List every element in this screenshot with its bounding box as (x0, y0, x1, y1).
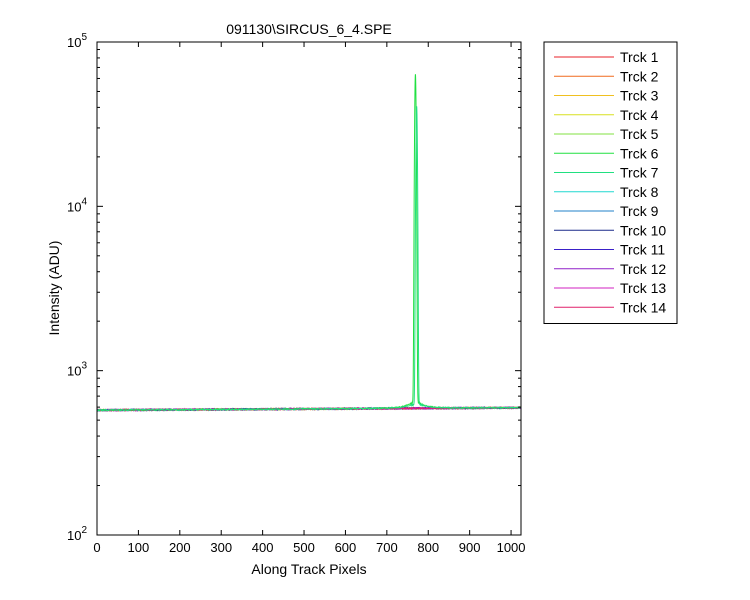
y-tick-label: 105 (67, 32, 87, 50)
x-tick-label: 700 (376, 540, 398, 555)
series-line-7 (97, 106, 521, 412)
series-line-6 (97, 74, 521, 412)
series-layer (97, 74, 521, 412)
x-tick-label: 100 (128, 540, 150, 555)
x-tick-label: 800 (417, 540, 439, 555)
y-axis-label: Intensity (ADU) (46, 241, 62, 336)
x-tick-label: 0 (93, 540, 100, 555)
legend-box (543, 41, 678, 324)
legend-label: Trck 8 (620, 184, 659, 200)
legend-label: Trck 2 (620, 68, 659, 84)
legend-label: Trck 6 (620, 145, 659, 161)
x-axis: 0 100 200 300 400 500 600 700 800 900 1000 (93, 42, 526, 555)
legend-label: Trck 13 (620, 280, 666, 296)
legend-label: Trck 1 (620, 49, 659, 65)
chart-title: 091130\SIRCUS_6_4.SPE (226, 21, 392, 37)
x-tick-label: 300 (210, 540, 232, 555)
y-tick-label: 104 (67, 196, 87, 214)
legend-label: Trck 9 (620, 203, 659, 219)
legend-label: Trck 7 (620, 165, 659, 181)
x-axis-label: Along Track Pixels (251, 561, 366, 577)
plot-frame (96, 41, 522, 536)
x-tick-label: 1000 (497, 540, 526, 555)
x-tick-label: 200 (169, 540, 191, 555)
y-tick-label: 102 (67, 525, 87, 543)
y-axis: 102 103 104 105 (67, 32, 521, 543)
x-tick-label: 600 (335, 540, 357, 555)
legend-label: Trck 14 (620, 299, 666, 315)
legend-label: Trck 5 (620, 126, 659, 142)
x-tick-label: 900 (459, 540, 481, 555)
legend-label: Trck 3 (620, 88, 659, 104)
legend-label: Trck 4 (620, 107, 659, 123)
y-tick-label: 103 (67, 361, 87, 379)
x-tick-label: 400 (252, 540, 274, 555)
legend-label: Trck 11 (620, 242, 665, 258)
x-tick-label: 500 (293, 540, 315, 555)
legend-label: Trck 10 (620, 222, 666, 238)
legend: Trck 1 Trck 2 Trck 3 Trck 4 Trck 5 Trck 6 Trck… (543, 41, 678, 324)
legend-label: Trck 12 (620, 261, 666, 277)
